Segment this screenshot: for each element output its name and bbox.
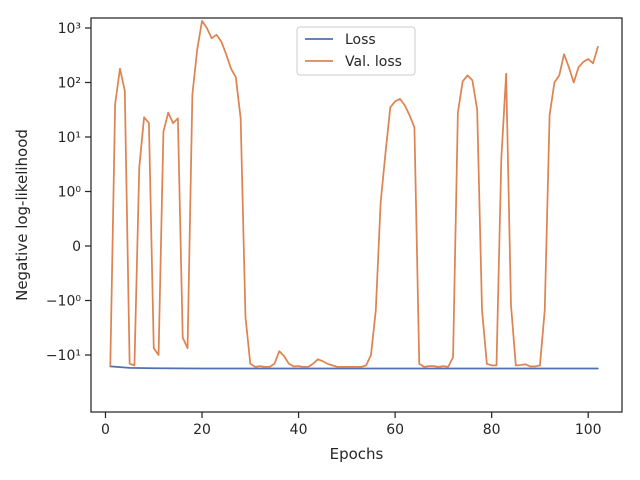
x-tick-label: 0 xyxy=(101,422,110,438)
y-tick-label: 10² xyxy=(58,76,81,92)
x-tick-label: 40 xyxy=(290,422,308,438)
ticks-layer: 0 20 40 60 80 100 10³ 10² 10¹ 10⁰ 0 −10⁰ −10¹ xyxy=(46,21,602,438)
series-line-loss xyxy=(109,365,599,370)
x-tick-label: 60 xyxy=(386,422,404,438)
legend-label-val-loss: Val. loss xyxy=(345,54,402,70)
legend: Loss Val. loss xyxy=(296,26,416,76)
y-tick-label: −10⁰ xyxy=(46,294,82,310)
x-tick-label: 80 xyxy=(483,422,501,438)
legend-label-loss: Loss xyxy=(345,32,376,48)
series-line-val-loss xyxy=(109,20,599,368)
plot-frame xyxy=(90,17,623,413)
series-layer xyxy=(109,20,599,370)
y-axis-label: Negative log-likelihood xyxy=(13,129,31,301)
x-tick-label: 100 xyxy=(575,422,602,438)
y-tick-label: 10³ xyxy=(58,21,81,37)
y-tick-label: 0 xyxy=(72,239,81,255)
y-tick-label: 10⁰ xyxy=(58,185,82,201)
x-tick-label: 20 xyxy=(193,422,211,438)
y-tick-label: −10¹ xyxy=(46,348,81,364)
y-tick-label: 10¹ xyxy=(58,130,81,146)
x-axis-label: Epochs xyxy=(330,445,384,463)
